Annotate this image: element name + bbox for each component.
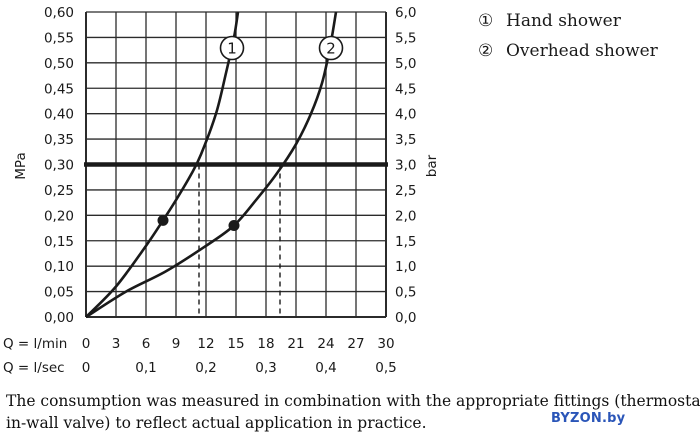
- y-tick-label-right: 0,5: [395, 285, 416, 301]
- x-tick-label-lsec: 0,3: [255, 360, 276, 376]
- series-label-2: 2: [326, 40, 336, 58]
- x-tick-label-lmin: 0: [82, 336, 91, 352]
- y-tick-label-left: 0,45: [44, 81, 74, 97]
- watermark-logo: BYZON.by: [551, 411, 626, 426]
- x-tick-label-lmin: 27: [347, 336, 364, 352]
- y-tick-label-right: 4,5: [395, 81, 416, 97]
- y-tick-label-left: 0,00: [44, 310, 74, 326]
- x-tick-label-lsec: 0,1: [135, 360, 156, 376]
- caption-line-2: in-wall valve) to reflect actual applica…: [6, 414, 427, 432]
- y-tick-label-right: 3,5: [395, 132, 416, 148]
- y-tick-label-right: 4,0: [395, 107, 416, 123]
- x-axis-2-title: Q = l/sec: [3, 360, 65, 376]
- y-tick-label-right: 5,5: [395, 30, 416, 46]
- series-marker-point-1: [157, 214, 169, 226]
- y-tick-label-right: 6,0: [395, 5, 416, 21]
- y-axis-right-ticks: 0,0 0,5 1,0 1,5 2,0 2,5 3,0 3,5 4,0 4,5 5,0 5,5 6,0: [395, 5, 416, 326]
- legend: ① Hand shower ② Overhead shower: [478, 11, 659, 61]
- y-tick-label-left: 0,60: [44, 5, 74, 21]
- y-tick-label-left: 0,50: [44, 56, 74, 72]
- y-tick-label-left: 0,55: [44, 30, 74, 46]
- x-tick-label-lsec: 0,5: [375, 360, 396, 376]
- y-tick-label-right: 1,0: [395, 259, 416, 275]
- series-label-circle-1: [219, 35, 245, 61]
- series-label-1: 1: [227, 40, 237, 58]
- y-tick-label-left: 0,25: [44, 183, 74, 199]
- x-tick-label-lsec: 0,4: [315, 360, 336, 376]
- caption-line-1: The consumption was measured in combinat…: [6, 392, 700, 410]
- y-tick-label-right: 3,0: [395, 158, 416, 174]
- y-tick-label-right: 1,5: [395, 234, 416, 250]
- legend-item-hand-shower: ① Hand shower: [478, 11, 622, 31]
- legend-marker-1: ①: [478, 11, 493, 31]
- x-tick-label-lsec: 0,2: [195, 360, 216, 376]
- x-tick-label-lmin: 24: [317, 336, 334, 352]
- y-tick-label-right: 2,0: [395, 208, 416, 224]
- x-axis-ticks: 0 3 6 9 12 15 18 21 24 27 30 0 0,1 0,2 0,3 0,4 0,5: [82, 336, 397, 376]
- y-tick-label-left: 0,20: [44, 208, 74, 224]
- y-axis-left-title: MPa: [13, 152, 29, 179]
- x-tick-label-lmin: 9: [172, 336, 181, 352]
- y-tick-label-left: 0,05: [44, 285, 74, 301]
- y-tick-label-left: 0,30: [44, 158, 74, 174]
- caption: The consumption was measured in combinat…: [6, 390, 700, 434]
- x-tick-label-lmin: 18: [257, 336, 274, 352]
- y-tick-label-left: 0,15: [44, 234, 74, 250]
- y-tick-label-right: 2,5: [395, 183, 416, 199]
- x-tick-label-lmin: 6: [142, 336, 151, 352]
- x-tick-label-lmin: 3: [112, 336, 121, 352]
- y-axis-right-title: bar: [424, 154, 440, 177]
- series-line-1: [85, 11, 240, 318]
- x-tick-label-lmin: 12: [197, 336, 214, 352]
- legend-label-overhead-shower: Overhead shower: [506, 41, 659, 61]
- y-tick-label-left: 0,40: [44, 107, 74, 123]
- legend-label-hand-shower: Hand shower: [506, 11, 622, 31]
- y-tick-label-right: 5,0: [395, 56, 416, 72]
- y-tick-label-left: 0,35: [44, 132, 74, 148]
- x-tick-label-lsec: 0: [82, 360, 91, 376]
- x-tick-label-lmin: 21: [287, 336, 304, 352]
- series-line-2: [85, 11, 338, 319]
- x-axis-1-title: Q = l/min: [3, 336, 67, 352]
- legend-marker-2: ②: [478, 41, 493, 61]
- y-tick-label-right: 0,0: [395, 310, 416, 326]
- series-marker-point-2: [228, 220, 240, 231]
- x-tick-label-lmin: 30: [377, 336, 394, 352]
- series-label-circle-2: [318, 35, 344, 61]
- legend-item-overhead-shower: ② Overhead shower: [478, 41, 659, 61]
- y-axis-left-ticks: 0,00 0,05 0,10 0,15 0,20 0,25 0,30 0,35 0,40 0,45…: [44, 5, 74, 326]
- y-tick-label-left: 0,10: [44, 259, 74, 275]
- x-tick-label-lmin: 15: [227, 336, 244, 352]
